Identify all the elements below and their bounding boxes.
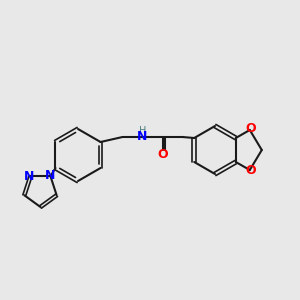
- Text: O: O: [245, 122, 256, 136]
- Text: H: H: [139, 126, 146, 136]
- Text: O: O: [245, 164, 256, 178]
- Text: N: N: [24, 170, 35, 183]
- Text: O: O: [157, 148, 168, 161]
- Text: N: N: [137, 130, 148, 143]
- Text: N: N: [45, 169, 56, 182]
